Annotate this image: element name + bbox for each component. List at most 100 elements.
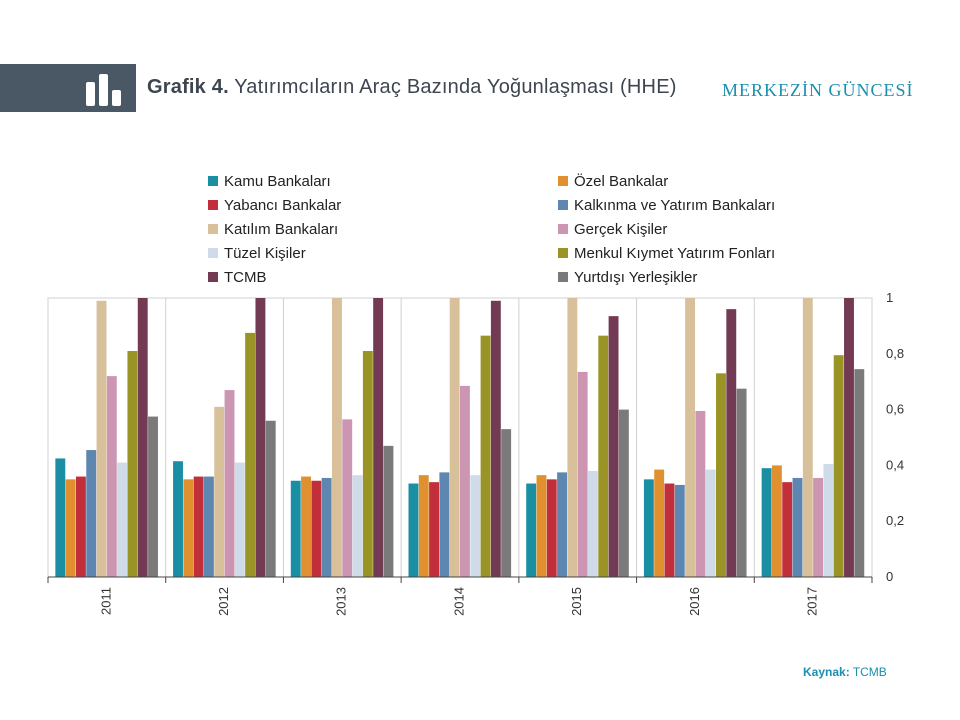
bar (664, 483, 675, 577)
bar (255, 298, 266, 577)
bar (844, 298, 854, 577)
title-text: Yatırımcıların Araç Bazında Yoğunlaşması… (234, 76, 677, 98)
bar (311, 480, 322, 577)
y-tick-label: 1 (886, 290, 893, 305)
legend-swatch (558, 200, 568, 210)
legend-swatch (208, 200, 218, 210)
bar (823, 464, 834, 577)
legend-swatch (558, 176, 568, 186)
bar (137, 298, 148, 577)
bar (736, 388, 747, 577)
bar (342, 419, 353, 577)
bar (480, 335, 491, 577)
bar (148, 416, 158, 577)
y-tick-label: 0,4 (886, 457, 904, 472)
bar (460, 385, 470, 577)
bar (813, 477, 824, 577)
bar (618, 409, 629, 577)
bar (352, 475, 363, 577)
page-title: Grafik 4. Yatırımcıların Araç Bazında Yo… (147, 76, 677, 99)
bar (301, 476, 311, 577)
bar (55, 458, 66, 577)
x-tick-label: 2011 (98, 587, 113, 615)
title-prefix: Grafik 4. (147, 76, 229, 98)
x-tick-label: 2015 (569, 587, 584, 616)
legend-swatch (558, 248, 568, 258)
bar (526, 483, 537, 577)
bar (117, 462, 128, 577)
x-tick-label: 2016 (687, 587, 702, 616)
bar (373, 298, 384, 577)
legend-swatch (208, 176, 218, 186)
y-tick-label: 0,6 (886, 402, 904, 417)
bar-chart-icon (86, 74, 121, 106)
legend-item: Gerçek Kişiler (558, 218, 667, 240)
bar (695, 411, 706, 577)
bar (183, 479, 194, 577)
bar (65, 479, 76, 577)
legend-swatch (208, 272, 218, 282)
source-note: Kaynak: TCMB (803, 665, 887, 679)
bar (685, 298, 696, 577)
bar (290, 480, 301, 577)
bar (546, 479, 557, 577)
bar (75, 476, 86, 577)
legend-label: Menkul Kıymet Yatırım Fonları (574, 244, 776, 262)
bar (536, 475, 547, 577)
bar (106, 376, 117, 577)
legend-label: Gerçek Kişiler (574, 220, 668, 238)
legend-item: Menkul Kıymet Yatırım Fonları (558, 242, 775, 264)
legend-item: Yurtdışı Yerleşikler (558, 266, 697, 288)
bar (716, 373, 726, 577)
bar (321, 477, 332, 577)
legend-label: Yurtdışı Yerleşikler (574, 268, 698, 286)
bar (383, 445, 394, 577)
bar (557, 472, 568, 578)
legend-item: Katılım Bankaları (208, 218, 338, 240)
bar (771, 465, 782, 577)
bar (224, 390, 235, 577)
bar (362, 351, 373, 577)
legend-item: Yabancı Bankalar (208, 194, 341, 216)
legend-item: Tüzel Kişiler (208, 242, 306, 264)
bar (214, 406, 225, 577)
bar (331, 298, 342, 577)
brand-logo-text: MERKEZİN GÜNCESİ (722, 80, 914, 100)
bar (193, 476, 204, 577)
source-label: Kaynak: (803, 665, 850, 679)
bar (726, 309, 737, 577)
bar (408, 483, 419, 577)
bar (802, 298, 813, 577)
bar (588, 470, 598, 577)
bar (439, 472, 450, 578)
bar (470, 475, 481, 577)
bar (643, 479, 654, 577)
bar (245, 332, 256, 578)
bar (654, 469, 665, 577)
legend-label: Kalkınma ve Yatırım Bankaları (574, 196, 776, 214)
bar (418, 475, 429, 577)
bar (429, 482, 439, 577)
bar (96, 300, 107, 577)
legend-swatch (208, 224, 218, 234)
bar (833, 355, 844, 577)
bar (782, 482, 793, 577)
legend-item: Kalkınma ve Yatırım Bankaları (558, 194, 775, 216)
x-tick-label: 2013 (334, 587, 349, 616)
legend-item: Kamu Bankaları (208, 170, 331, 192)
y-tick-label: 0 (886, 569, 893, 584)
legend-swatch (558, 224, 568, 234)
legend-label: Katılım Bankaları (224, 220, 339, 238)
bar (501, 429, 512, 577)
legend-label: Tüzel Kişiler (224, 244, 306, 262)
bar (265, 420, 276, 577)
bar (234, 462, 245, 577)
bar (598, 335, 609, 577)
legend-label: Yabancı Bankalar (224, 196, 342, 214)
bar (490, 300, 501, 577)
x-tick-label: 2014 (451, 587, 466, 616)
bar (127, 351, 138, 577)
bar (854, 369, 865, 577)
legend-item: TCMB (208, 266, 267, 288)
